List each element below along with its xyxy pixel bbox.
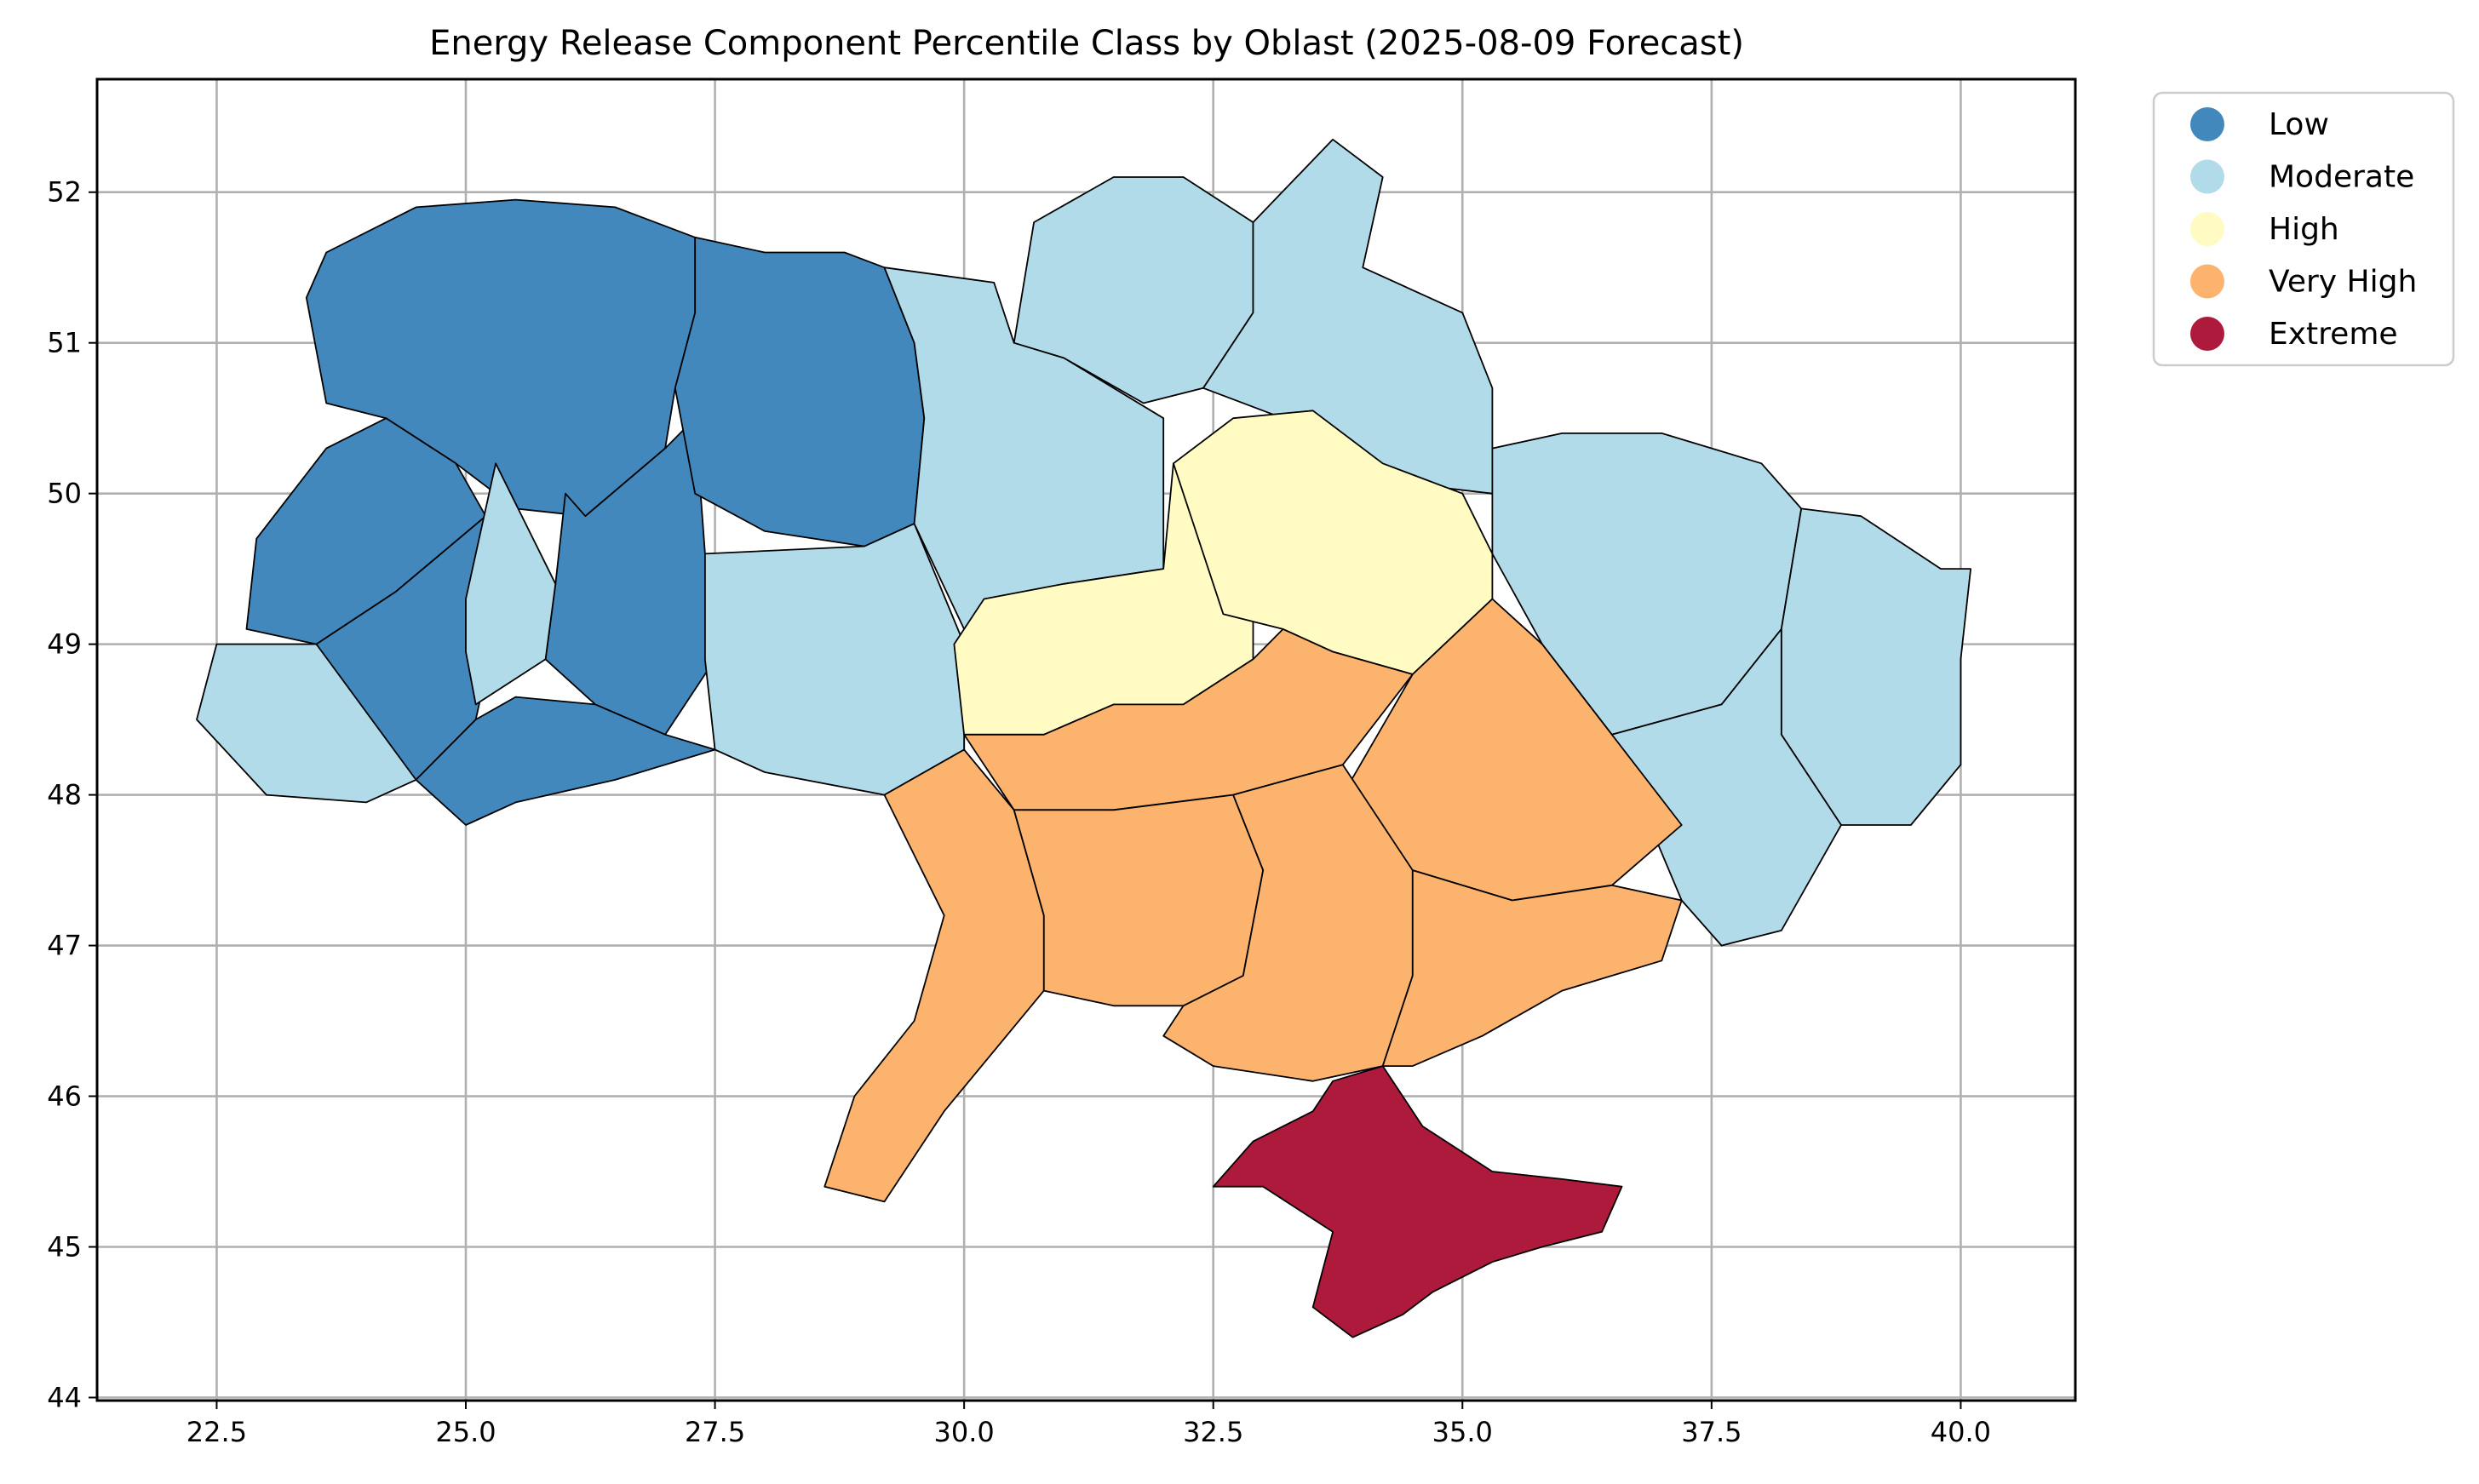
y-tick-label: 44 xyxy=(47,1381,82,1413)
oblast-region-low xyxy=(415,696,716,826)
oblast-region-high xyxy=(1173,410,1494,675)
legend-label: Extreme xyxy=(2269,317,2398,352)
oblast-region-low xyxy=(674,236,926,547)
y-tick-label: 47 xyxy=(47,930,82,962)
x-tick-label: 22.5 xyxy=(186,1416,247,1448)
legend-marker xyxy=(2190,317,2224,351)
y-tick-label: 52 xyxy=(47,176,82,209)
legend-marker xyxy=(2190,264,2224,299)
oblast-region-moderate xyxy=(704,523,965,796)
oblast-region-very-high xyxy=(1381,869,1683,1067)
legend: Low Moderate High Very High Extreme xyxy=(2152,91,2455,367)
oblast-region-very-high xyxy=(823,748,1045,1203)
y-tick-label: 49 xyxy=(47,628,82,661)
legend-marker xyxy=(2190,107,2224,141)
legend-box xyxy=(2152,91,2455,367)
x-axis-ticks: 22.5 25.0 27.5 30.0 32.5 35.0 37.5 40.0 xyxy=(186,1401,1991,1448)
legend-marker xyxy=(2190,159,2224,194)
oblast-region-very-high xyxy=(1013,794,1265,1007)
oblast-region-moderate xyxy=(1202,138,1494,495)
x-tick-label: 37.5 xyxy=(1681,1416,1742,1448)
legend-label: Very High xyxy=(2269,265,2417,300)
x-tick-label: 30.0 xyxy=(934,1416,995,1448)
y-tick-label: 46 xyxy=(47,1080,82,1113)
legend-label: Low xyxy=(2269,107,2329,142)
x-tick-label: 32.5 xyxy=(1183,1416,1243,1448)
x-tick-label: 35.0 xyxy=(1432,1416,1493,1448)
oblast-region-moderate xyxy=(465,462,557,706)
oblast-region-extreme xyxy=(1212,1065,1623,1338)
legend-label: High xyxy=(2269,212,2339,247)
x-tick-label: 27.5 xyxy=(685,1416,745,1448)
y-tick-label: 45 xyxy=(47,1230,82,1263)
axes-frame xyxy=(95,77,2077,1402)
legend-marker xyxy=(2190,212,2224,246)
chart-title: Energy Release Component Percentile Clas… xyxy=(429,24,1744,63)
x-tick-label: 40.0 xyxy=(1931,1416,1991,1448)
x-tick-label: 25.0 xyxy=(435,1416,496,1448)
oblast-regions xyxy=(196,138,1972,1338)
y-tick-label: 51 xyxy=(47,327,82,359)
y-tick-label: 48 xyxy=(47,779,82,811)
oblast-region-very-high xyxy=(1162,764,1414,1082)
oblast-region-moderate xyxy=(196,643,417,804)
y-tick-label: 50 xyxy=(47,478,82,510)
legend-label: Moderate xyxy=(2269,160,2414,195)
y-axis-ticks: 44 45 46 47 48 49 50 51 52 xyxy=(47,176,97,1413)
